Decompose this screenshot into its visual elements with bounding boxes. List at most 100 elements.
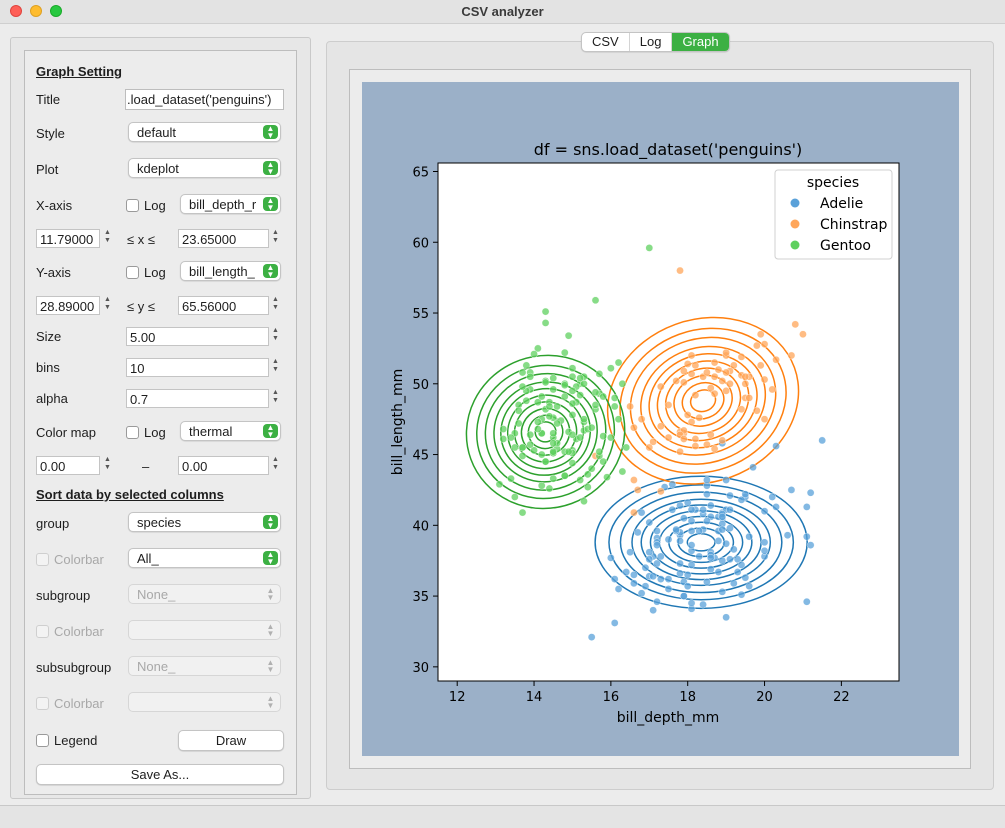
colormap-value: thermal: [189, 424, 233, 439]
yaxis-select[interactable]: bill_length_ ▲ ▼: [180, 261, 281, 281]
cmin-input[interactable]: 0.00: [36, 456, 100, 475]
y-tick-label-55: 55: [412, 307, 429, 322]
plot-value: kdeplot: [137, 161, 179, 176]
point-adelie-30: [687, 561, 696, 569]
x-tick-label-14: 14: [526, 690, 543, 705]
point-adelie-88: [714, 537, 723, 545]
chevron-updown-icon: ▲ ▼: [266, 622, 275, 638]
point-gentoo-46: [518, 443, 527, 452]
subsubgroup-select[interactable]: None_ ▲ ▼: [128, 656, 281, 676]
point-adelie-61: [645, 555, 654, 564]
point-chinstrap-22: [630, 476, 638, 484]
point-adelie-121: [645, 518, 654, 527]
bins-input[interactable]: 10: [126, 358, 269, 377]
size-stepper[interactable]: ▲ ▼: [272, 327, 279, 342]
ymin-input[interactable]: 28.89000: [36, 296, 100, 315]
subgroup-select[interactable]: None_ ▲ ▼: [128, 584, 281, 604]
alpha-input[interactable]: 0.7: [126, 389, 269, 408]
graph-setting-header: Graph Setting: [36, 64, 122, 79]
point-chinstrap-59: [672, 377, 680, 385]
xaxis-log-checkbox[interactable]: [126, 199, 139, 212]
point-gentoo-98: [545, 402, 554, 411]
tab-csv[interactable]: CSV: [582, 33, 630, 51]
ymax-input[interactable]: 65.56000: [178, 296, 269, 315]
cmax-stepper[interactable]: ▲ ▼: [272, 456, 279, 471]
xmax-stepper[interactable]: ▲ ▼: [272, 229, 279, 244]
ymax-stepper[interactable]: ▲ ▼: [272, 296, 279, 311]
point-gentoo-45: [584, 470, 592, 479]
point-chinstrap-1: [741, 379, 750, 388]
point-gentoo-79: [595, 447, 604, 456]
kde-contour-adelie-1: [608, 484, 795, 601]
point-chinstrap-13: [687, 351, 696, 360]
point-chinstrap-37: [787, 351, 796, 360]
point-chinstrap-8: [718, 436, 727, 445]
point-gentoo-47: [568, 372, 577, 381]
point-adelie-59: [641, 582, 650, 590]
colorbar-checkbox-1[interactable]: [36, 553, 49, 566]
point-gentoo-61: [607, 433, 615, 442]
y-tick-label-60: 60: [412, 236, 429, 251]
title-input[interactable]: .load_dataset('penguins'): [125, 89, 284, 110]
point-adelie-100: [760, 507, 769, 515]
cmax-input[interactable]: 0.00: [178, 456, 269, 475]
yaxis-log-checkbox[interactable]: [126, 266, 139, 279]
kde-contour-adelie-3: [631, 498, 772, 587]
zoom-window-icon[interactable]: [50, 5, 62, 17]
point-gentoo-115: [541, 307, 550, 316]
y-tick-label-30: 30: [412, 661, 429, 676]
point-gentoo-122: [560, 381, 569, 390]
point-chinstrap-32: [633, 486, 642, 494]
colorbar-select-1[interactable]: All_ ▲ ▼: [128, 548, 281, 568]
point-adelie-111: [672, 525, 680, 534]
xaxis-select[interactable]: bill_depth_r ▲ ▼: [180, 194, 281, 214]
close-window-icon[interactable]: [10, 5, 22, 17]
size-input[interactable]: 5.00: [126, 327, 269, 346]
colormap-range-dash: –: [142, 459, 150, 474]
colormap-select[interactable]: thermal ▲ ▼: [180, 421, 281, 441]
status-bar: [0, 805, 1005, 828]
xmax-input[interactable]: 23.65000: [178, 229, 269, 248]
point-gentoo-100: [591, 401, 600, 409]
point-gentoo-119: [534, 425, 542, 433]
bins-stepper[interactable]: ▲ ▼: [272, 358, 279, 373]
point-chinstrap-51: [683, 360, 692, 368]
style-select[interactable]: default ▲ ▼: [128, 122, 281, 142]
colorbar-checkbox-3[interactable]: [36, 697, 49, 710]
subgroup-label: subgroup: [36, 588, 91, 603]
alpha-stepper[interactable]: ▲ ▼: [272, 389, 279, 404]
window-title: CSV analyzer: [461, 4, 544, 19]
point-chinstrap-57: [710, 372, 719, 381]
tab-graph[interactable]: Graph: [672, 33, 729, 51]
chevron-updown-icon: ▲ ▼: [263, 125, 278, 140]
colorbar-select-2[interactable]: ▲ ▼: [128, 620, 281, 640]
ymin-stepper[interactable]: ▲ ▼: [104, 296, 111, 311]
xmin-stepper[interactable]: ▲ ▼: [104, 229, 111, 244]
colorbar-checkbox-2[interactable]: [36, 625, 49, 638]
point-adelie-2: [687, 517, 696, 525]
chevron-updown-icon: ▲ ▼: [263, 197, 278, 212]
tab-log[interactable]: Log: [630, 33, 673, 51]
point-adelie-16: [787, 486, 796, 494]
save-as-button[interactable]: Save As...: [36, 764, 284, 785]
xmin-input[interactable]: 11.79000: [36, 229, 100, 248]
point-gentoo-111: [518, 382, 527, 391]
cmin-stepper[interactable]: ▲ ▼: [104, 456, 111, 471]
legend-checkbox[interactable]: [36, 734, 49, 747]
point-gentoo-24: [495, 480, 504, 489]
subsubgroup-value: None_: [137, 659, 176, 674]
point-adelie-58: [726, 555, 734, 564]
point-chinstrap-71: [710, 389, 719, 398]
colorbar-select-3[interactable]: ▲ ▼: [128, 692, 281, 712]
plot-select[interactable]: kdeplot ▲ ▼: [128, 158, 281, 178]
axes: 12 14 16 18 20 22 30 35 40 45 50 55 60 65: [412, 165, 849, 705]
point-chinstrap-20: [657, 487, 665, 496]
draw-button[interactable]: Draw: [178, 730, 284, 751]
colormap-log-checkbox[interactable]: [126, 426, 139, 439]
colorbar-label-2: Colorbar: [54, 624, 104, 639]
group-select[interactable]: species ▲ ▼: [128, 512, 281, 532]
figure-background: 12 14 16 18 20 22 30 35 40 45 50 55 60 65 df = sns.lo…: [362, 82, 959, 756]
point-chinstrap-65: [718, 377, 727, 385]
minimize-window-icon[interactable]: [30, 5, 42, 17]
point-chinstrap-52: [703, 440, 711, 449]
